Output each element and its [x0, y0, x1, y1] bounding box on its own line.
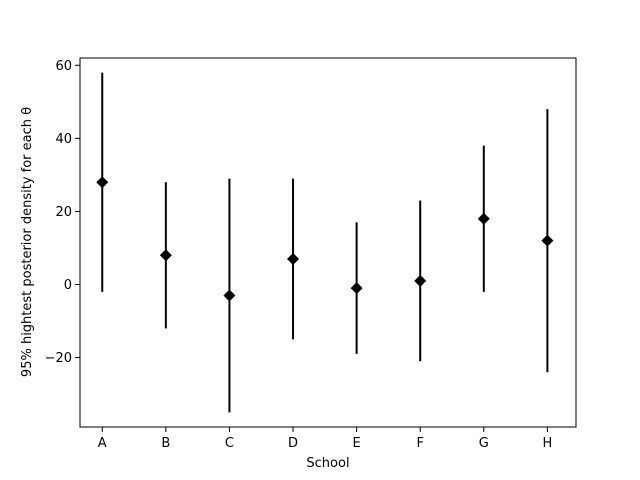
data-marks	[96, 72, 554, 413]
y-axis: −20 0 20 40 60	[45, 59, 80, 366]
x-axis-label: School	[306, 456, 349, 471]
x-tick-label: C	[225, 436, 234, 451]
posterior-point-marker	[96, 176, 109, 189]
posterior-point-marker	[159, 249, 172, 262]
x-tick-label: A	[98, 436, 107, 451]
y-tick-label: 40	[55, 132, 72, 147]
y-axis-label: 95% hightest posterior density for each …	[20, 107, 35, 377]
posterior-point-marker	[350, 282, 363, 295]
x-tick-label: F	[416, 436, 423, 451]
posterior-point-marker	[223, 289, 236, 302]
posterior-point-marker	[477, 212, 490, 225]
y-tick-label: 20	[55, 205, 72, 220]
posterior-point-marker	[414, 274, 427, 287]
plot-area-frame	[79, 57, 577, 428]
x-tick-label: E	[353, 436, 361, 451]
y-tick-label: −20	[45, 351, 72, 366]
x-tick-label: D	[288, 436, 298, 451]
x-axis: A B C D E F G H	[98, 427, 552, 451]
x-tick-label: H	[542, 436, 552, 451]
x-tick-label: B	[161, 436, 170, 451]
y-tick-label: 60	[55, 59, 72, 74]
posterior-point-marker	[541, 234, 554, 247]
posterior-point-marker	[287, 252, 300, 265]
x-tick-label: G	[479, 436, 489, 451]
y-tick-label: 0	[64, 278, 72, 293]
